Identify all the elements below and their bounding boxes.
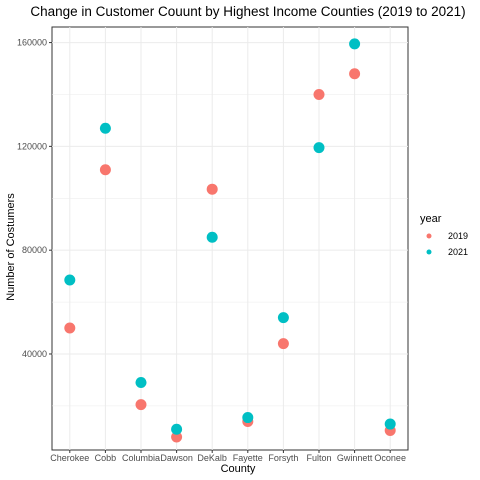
x-axis-title: County [221, 463, 256, 475]
data-point-2021 [99, 122, 111, 134]
x-tick-label: Columbia [122, 453, 160, 463]
data-point-2019 [64, 322, 76, 334]
y-tick-label: 160000 [17, 38, 47, 48]
x-tick-label: Gwinnett [337, 453, 373, 463]
x-tick-label: Fayette [233, 453, 263, 463]
data-point-2021 [206, 231, 218, 243]
data-point-2019 [349, 68, 361, 80]
x-tick-label: Forsyth [268, 453, 298, 463]
x-tick-label: Dawson [160, 453, 193, 463]
data-point-2021 [277, 312, 289, 324]
x-axis: Cherokee Cobb Columbia Dawson DeKalb Fayette F… [50, 450, 406, 463]
y-axis: 40000 80000 120000 160000 [17, 38, 52, 359]
plot-panel [51, 26, 409, 451]
legend: year 2019 2021 [420, 213, 468, 257]
x-tick-label: DeKalb [197, 453, 227, 463]
legend-key-2021 [426, 249, 432, 255]
data-point-2021 [349, 38, 361, 50]
x-tick-label: Fulton [306, 453, 331, 463]
x-tick-label: Cobb [95, 453, 117, 463]
data-point-2019 [99, 164, 111, 176]
chart-title: Change in Customer Couunt by Highest Inc… [30, 4, 465, 19]
y-axis-title: Number of Costumers [5, 193, 17, 301]
data-point-2021 [384, 418, 396, 430]
x-tick-label: Cherokee [50, 453, 89, 463]
grid-lines [52, 27, 408, 450]
data-point-2019 [171, 431, 183, 443]
data-point-2021 [135, 377, 147, 389]
data-point-2019 [135, 399, 147, 411]
data-point-2021 [171, 423, 183, 435]
legend-key-2019 [426, 233, 432, 239]
data-point-2019 [277, 338, 289, 350]
data-point-2021 [64, 274, 76, 286]
legend-label: 2019 [448, 231, 468, 241]
legend-label: 2021 [448, 247, 468, 257]
data-points [64, 38, 396, 443]
data-point-2019 [206, 183, 218, 195]
y-tick-label: 80000 [22, 245, 47, 255]
y-tick-label: 40000 [22, 349, 47, 359]
data-point-2021 [242, 412, 254, 424]
data-point-2021 [313, 142, 325, 154]
x-tick-label: Oconee [374, 453, 406, 463]
data-point-2019 [313, 88, 325, 100]
y-tick-label: 120000 [17, 141, 47, 151]
legend-title: year [420, 213, 442, 225]
